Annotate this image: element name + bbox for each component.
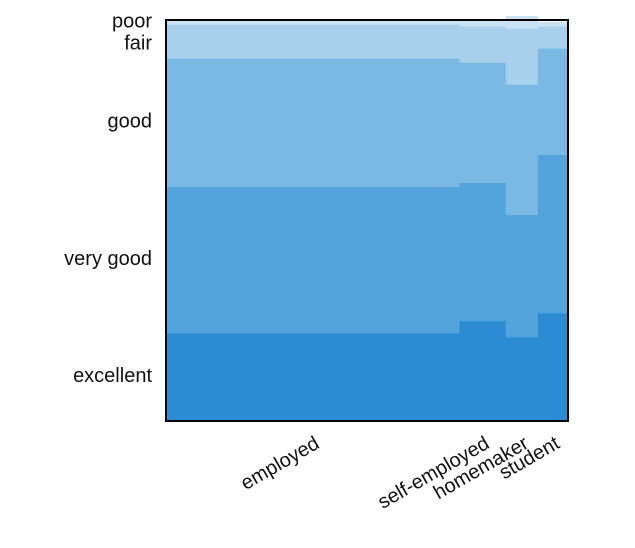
tile-homemaker-fair bbox=[505, 28, 539, 85]
tile-homemaker-excellent bbox=[505, 336, 539, 422]
tile-self-employed-fair bbox=[459, 26, 507, 63]
y-label-excellent: excellent bbox=[73, 365, 152, 387]
x-label-employed: employed bbox=[237, 432, 323, 494]
tile-employed-very-good bbox=[166, 186, 461, 334]
tile-student-good bbox=[537, 48, 569, 155]
tile-student-very-good bbox=[537, 154, 569, 314]
y-label-poor: poor bbox=[112, 10, 152, 32]
tile-homemaker-very-good bbox=[505, 214, 539, 338]
tile-student-fair bbox=[537, 26, 569, 49]
tile-student-excellent bbox=[537, 312, 569, 422]
mosaic-tiles bbox=[166, 15, 569, 422]
tile-self-employed-good bbox=[459, 62, 507, 184]
y-label-very-good: very good bbox=[64, 248, 152, 270]
plot-frame bbox=[165, 19, 569, 422]
y-label-fair: fair bbox=[124, 32, 152, 54]
tile-self-employed-poor bbox=[459, 20, 507, 27]
tile-employed-excellent bbox=[166, 332, 461, 422]
tile-homemaker-poor bbox=[505, 15, 539, 29]
tile-self-employed-excellent bbox=[459, 320, 507, 422]
tile-employed-fair bbox=[166, 24, 461, 59]
tile-employed-good bbox=[166, 58, 461, 188]
tile-self-employed-very-good bbox=[459, 182, 507, 322]
tile-homemaker-good bbox=[505, 84, 539, 216]
tile-student-poor bbox=[537, 22, 569, 27]
x-label-student: student bbox=[496, 432, 564, 484]
y-label-good: good bbox=[108, 111, 153, 133]
tile-employed-poor bbox=[166, 20, 461, 25]
